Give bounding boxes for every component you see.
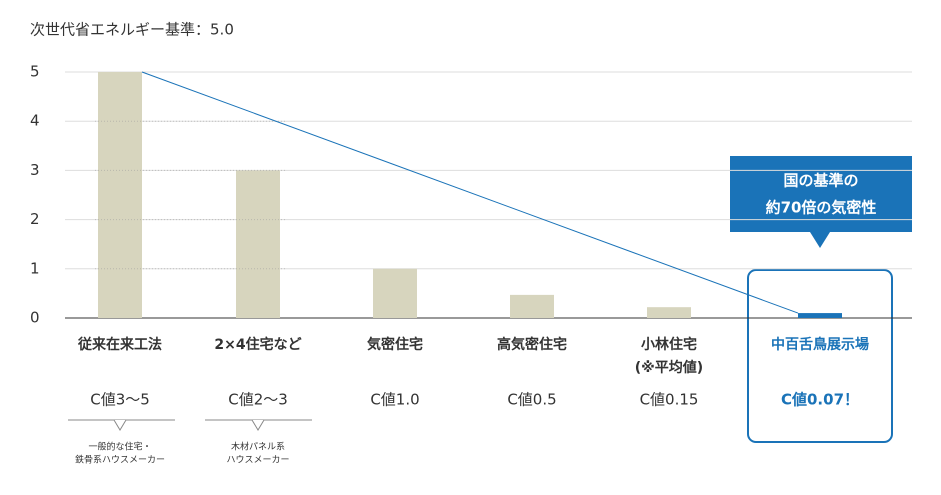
c-value-label: C値3〜5 [90, 391, 150, 409]
bar [98, 72, 142, 318]
x-tick-label: 高気密住宅 [497, 336, 567, 353]
chart-title: 次世代省エネルギー基準：5.0 [30, 21, 234, 39]
underline-marker [251, 419, 265, 431]
bar [647, 307, 691, 318]
y-tick-label: 4 [30, 112, 40, 130]
y-tick-label: 3 [30, 161, 40, 179]
x-tick-label: 従来在来工法 [77, 336, 162, 353]
callout-box [730, 156, 912, 232]
x-tick-sublabel: (※平均値) [635, 359, 703, 376]
underline-marker [113, 419, 127, 431]
c-value-label: C値1.0 [370, 391, 419, 409]
trend-line [141, 71, 799, 314]
note: 一般的な住宅・ [88, 441, 151, 453]
callout-text: 国の基準の [783, 172, 858, 190]
highlight-box [747, 269, 893, 443]
bar [510, 294, 554, 318]
note: 鉄骨系ハウスメーカー [75, 454, 165, 466]
bar [798, 313, 842, 318]
x-tick-label: 小林住宅 [641, 336, 697, 353]
callout-pointer [810, 232, 830, 248]
note: ハウスメーカー [226, 455, 289, 466]
y-tick-label: 1 [30, 259, 40, 277]
x-tick-label: 気密住宅 [367, 336, 423, 353]
y-tick-label: 2 [30, 210, 40, 228]
y-tick-label: 0 [30, 309, 40, 327]
x-tick-label: 中百舌鳥展示場 [771, 336, 869, 353]
x-tick-label: 2×4住宅など [214, 336, 301, 353]
note: 木材パネル系 [231, 441, 285, 453]
c-value-label: C値0.15 [640, 391, 699, 409]
c-value-label: C値0.5 [507, 391, 556, 409]
bar [373, 268, 417, 318]
y-tick-label: 5 [30, 63, 40, 81]
callout-text: 約70倍の気密性 [766, 199, 877, 217]
bar [236, 170, 280, 318]
c-value-label: C値0.07！ [781, 391, 859, 409]
c-value-label: C値2〜3 [228, 391, 288, 409]
